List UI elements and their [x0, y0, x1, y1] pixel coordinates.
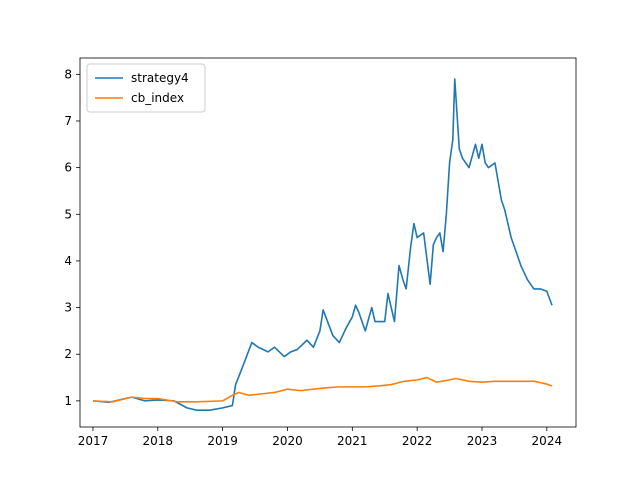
- x-tick-label: 2021: [337, 434, 368, 448]
- y-tick-label: 4: [64, 254, 72, 268]
- plot-area: [92, 78, 553, 412]
- legend-label: strategy4: [131, 71, 189, 85]
- legend-label: cb_index: [131, 91, 184, 105]
- x-tick-label: 2017: [78, 434, 109, 448]
- y-tick-label: 8: [64, 67, 72, 81]
- x-tick-label: 2022: [402, 434, 433, 448]
- x-tick-label: 2018: [143, 434, 174, 448]
- y-tick-label: 1: [64, 394, 72, 408]
- axes-border: [79, 57, 577, 428]
- y-tick-label: 2: [64, 347, 72, 361]
- y-tick-label: 6: [64, 161, 72, 175]
- legend-box: [86, 63, 206, 113]
- x-tick-label: 2019: [207, 434, 238, 448]
- x-axis: 2017 2018 2019 2020 2021 2022 2023 2024: [78, 427, 562, 448]
- y-tick-label: 3: [64, 301, 72, 315]
- x-tick-label: 2023: [467, 434, 498, 448]
- x-tick-label: 2024: [532, 434, 563, 448]
- axes-frame: [79, 57, 577, 428]
- y-tick-label: 5: [64, 207, 72, 221]
- series-line-cb-index: [92, 376, 553, 403]
- y-axis: 1 2 3 4 5 6 7 8: [64, 67, 80, 408]
- series-line-strategy4: [92, 78, 553, 412]
- x-tick-label: 2020: [272, 434, 303, 448]
- legend: strategy4 cb_index: [86, 63, 206, 113]
- y-tick-label: 7: [64, 114, 72, 128]
